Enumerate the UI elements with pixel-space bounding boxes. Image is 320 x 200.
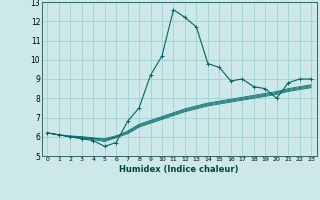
X-axis label: Humidex (Indice chaleur): Humidex (Indice chaleur) (119, 165, 239, 174)
